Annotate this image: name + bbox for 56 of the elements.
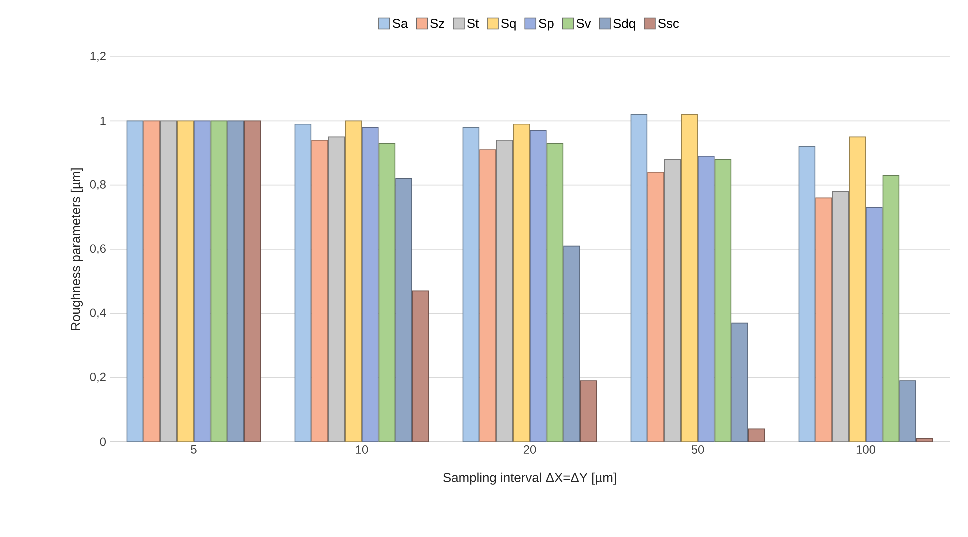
bar bbox=[378, 143, 396, 442]
legend-label: St bbox=[467, 19, 480, 28]
legend-label: Sdq bbox=[614, 18, 636, 31]
bar bbox=[126, 120, 144, 442]
x-axis-title: Sampling interval ΔX=ΔY [µm] bbox=[444, 472, 616, 485]
bar bbox=[362, 127, 379, 442]
bar bbox=[564, 246, 580, 442]
bar bbox=[798, 146, 816, 442]
y-tick-label: 0,6 bbox=[90, 244, 106, 254]
legend-label: Sp bbox=[539, 19, 554, 31]
bar bbox=[412, 290, 430, 442]
bar bbox=[714, 159, 732, 442]
bar bbox=[648, 172, 664, 442]
bar bbox=[144, 120, 160, 442]
bar bbox=[530, 130, 547, 442]
bar bbox=[630, 114, 648, 442]
bar bbox=[480, 150, 496, 442]
bar bbox=[345, 120, 362, 442]
y-axis-title: Roughness parameters [µm] bbox=[70, 168, 84, 330]
x-tick-label: 10 bbox=[356, 446, 368, 454]
y-tick-label: 0,2 bbox=[90, 372, 106, 383]
x-tick-label: 50 bbox=[692, 446, 704, 454]
y-tick-label: 1,2 bbox=[90, 52, 106, 62]
bar bbox=[816, 198, 832, 442]
legend-label: Sz bbox=[430, 19, 444, 28]
bar bbox=[681, 114, 698, 442]
bar bbox=[546, 143, 564, 442]
legend-label: Sv bbox=[576, 19, 592, 28]
bar bbox=[210, 120, 228, 442]
bar bbox=[698, 156, 715, 442]
legend-label: Ssc bbox=[658, 19, 680, 28]
x-tick-label: 20 bbox=[524, 446, 536, 454]
bar bbox=[748, 429, 765, 442]
bar bbox=[244, 120, 262, 442]
legend-label: Sa bbox=[392, 19, 408, 28]
bar bbox=[849, 136, 866, 442]
bar bbox=[194, 120, 211, 442]
bar bbox=[177, 120, 194, 442]
y-tick-label: 0,8 bbox=[90, 180, 106, 190]
x-tick-label: 100 bbox=[856, 446, 876, 454]
bar bbox=[228, 120, 244, 442]
y-tick-label: 0,4 bbox=[90, 308, 106, 319]
y-tick-label: 0 bbox=[100, 438, 106, 446]
bar bbox=[882, 175, 900, 442]
legend-label: Sq bbox=[501, 19, 516, 31]
x-tick-label: 5 bbox=[191, 446, 197, 454]
y-tick-label: 1 bbox=[100, 117, 106, 126]
bar bbox=[732, 322, 748, 442]
bar bbox=[462, 127, 480, 442]
bar bbox=[312, 140, 328, 442]
bar bbox=[900, 380, 916, 442]
bar bbox=[396, 178, 412, 442]
bar bbox=[866, 207, 883, 442]
bar bbox=[513, 124, 530, 442]
bar bbox=[294, 124, 312, 442]
bar bbox=[580, 380, 598, 442]
